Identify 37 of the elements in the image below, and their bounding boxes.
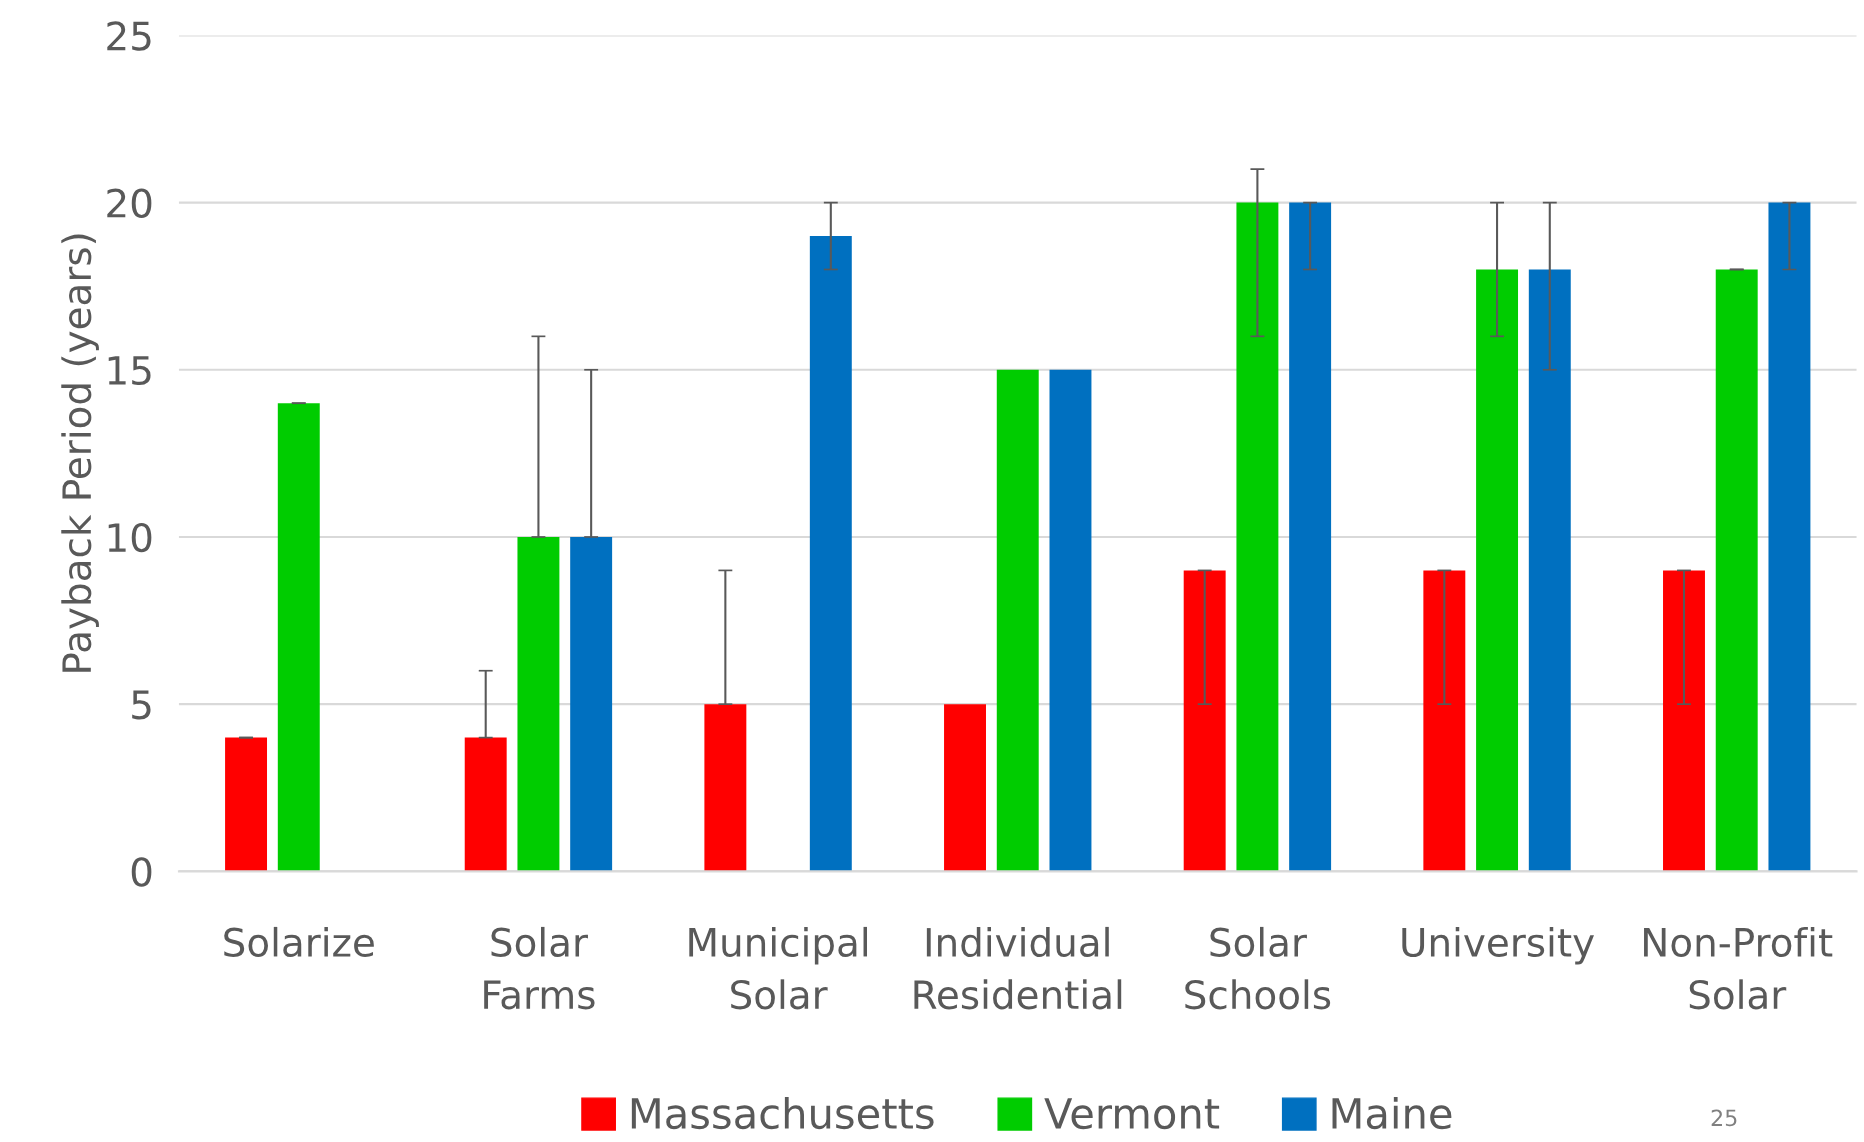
legend-label: Massachusetts [631,1096,934,1130]
bar [1423,570,1466,872]
y-tick-label: 15 [108,356,151,386]
bar [570,536,613,872]
bar [517,536,560,872]
bar [944,704,986,872]
text: 25 [1711,1109,1737,1127]
bar [1049,369,1092,872]
x-tick-label: Individual Residential [914,926,1122,1010]
bar [1528,269,1571,872]
y-tick-label: 10 [108,522,152,553]
bar [1289,202,1332,872]
bar [225,737,268,872]
y-tick-label: 5 [132,690,151,720]
x-tick-label: Non-Profit Solar [1644,926,1833,1010]
bar [1476,269,1519,872]
bar [1663,570,1705,872]
legend-label: Maine [1332,1096,1452,1130]
x-tick-label: Solarize [224,926,374,957]
bar [996,369,1039,872]
bar [1183,570,1226,872]
x-tick-label: University [1402,926,1594,965]
bar [1768,202,1811,872]
bar [704,704,747,872]
x-tick-label: Solar Farms [484,926,595,1010]
bar [464,737,507,872]
y-axis-title: Payback Period (years) [61,234,99,672]
x-tick-label: Municipal Solar [689,926,868,1010]
bar [1236,202,1279,872]
bar [809,236,852,872]
y-tick-label: 20 [107,188,152,218]
bar [1715,269,1758,872]
y-tick-label: 25 [107,21,151,51]
y-tick-label: 0 [131,857,152,887]
x-tick-label: Solar Schools [1185,926,1331,1010]
legend-label: Vermont [1044,1098,1220,1130]
bar [277,403,320,872]
